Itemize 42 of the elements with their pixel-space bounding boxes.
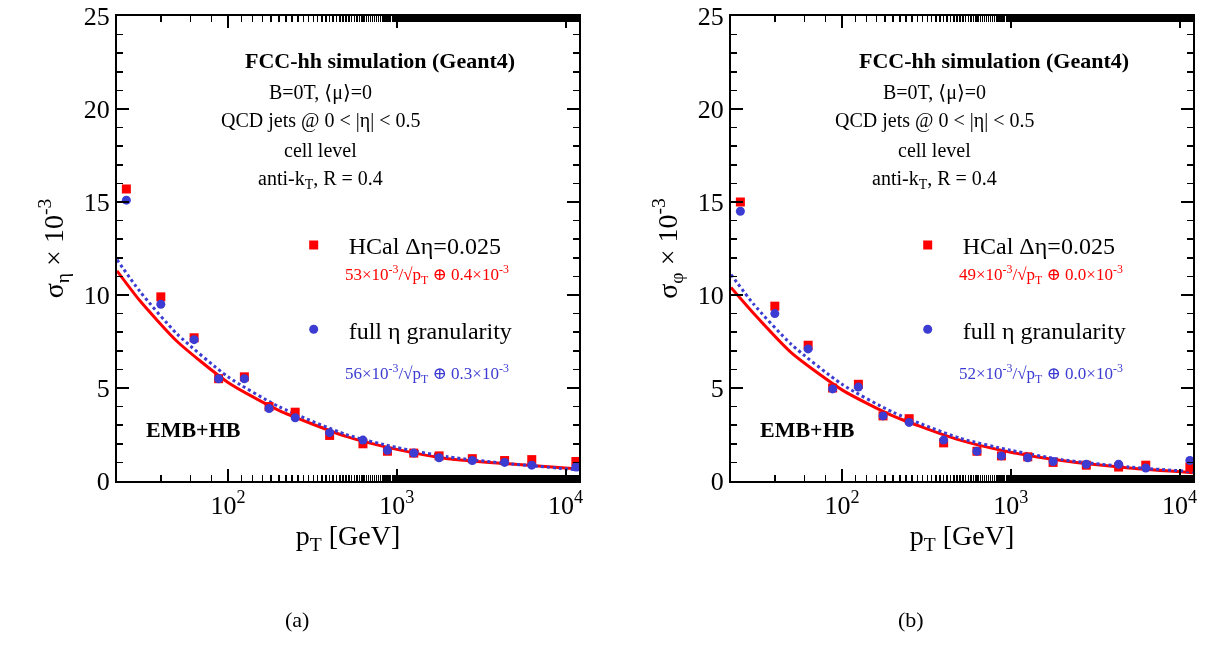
y-tick-label: 10 [83,281,110,311]
text: (b) [898,607,924,632]
annotation: FCC-hh simulation (Geant4) [859,48,1130,73]
x-tick-label: 10$^{2}$ [210,487,246,521]
y-tick-label: 15 [83,188,110,218]
annotation: EMB+HB [146,417,241,442]
y-tick-label: 5 [96,374,110,404]
x-tick-label: 10$^{2}$ [824,487,860,521]
annotation: 49×10$^{-3}$/√p$_{T}$ ⊕ 0.0×10$^{-3}$ [959,262,1123,287]
annotation: B=0T, ⟨μ⟩=0 [883,81,986,104]
x-tick-label: 10$^{4}$ [548,487,584,521]
y-tick-label: 0 [710,467,724,497]
annotation: cell level [284,139,358,161]
y-tick-label: 25 [697,2,724,32]
y-tick-label: 10 [697,281,724,311]
annotation: B=0T, ⟨μ⟩=0 [269,81,372,104]
annotation: FCC-hh simulation (Geant4) [245,48,516,73]
y-tick-label: 20 [697,95,724,125]
legend-label: HCal Δη=0.025 [348,233,501,260]
y-tick-label: 5 [710,374,724,404]
text: (a) [285,607,310,632]
annotation: anti-k$_{T}$, R = 0.4 [258,167,383,193]
legend-label: full η granularity [962,317,1126,344]
annotation: anti-k$_{T}$, R = 0.4 [872,167,997,193]
annotation: QCD jets @ 0 < |η| < 0.5 [221,109,421,132]
x-axis-title: p$_{T}$ [GeV] [909,520,1015,556]
y-tick-label: 20 [83,95,110,125]
y-tick-label: 25 [83,2,110,32]
x-tick-label: 10$^{3}$ [993,487,1029,521]
legend-label: HCal Δη=0.025 [962,233,1115,260]
x-axis-title: p$_{T}$ [GeV] [295,520,401,556]
annotation: 53×10$^{-3}$/√p$_{T}$ ⊕ 0.4×10$^{-3}$ [345,262,509,287]
annotation: QCD jets @ 0 < |η| < 0.5 [835,109,1035,132]
annotation: 52×10$^{-3}$/√p$_{T}$ ⊕ 0.0×10$^{-3}$ [959,361,1123,386]
annotation: EMB+HB [760,417,855,442]
y-tick-label: 0 [96,467,110,497]
legend-label: full η granularity [348,317,512,344]
y-tick-label: 15 [697,188,724,218]
x-tick-label: 10$^{3}$ [379,487,415,521]
annotation: cell level [898,139,972,161]
annotation: 56×10$^{-3}$/√p$_{T}$ ⊕ 0.3×10$^{-3}$ [345,361,509,386]
x-tick-label: 10$^{4}$ [1162,487,1198,521]
